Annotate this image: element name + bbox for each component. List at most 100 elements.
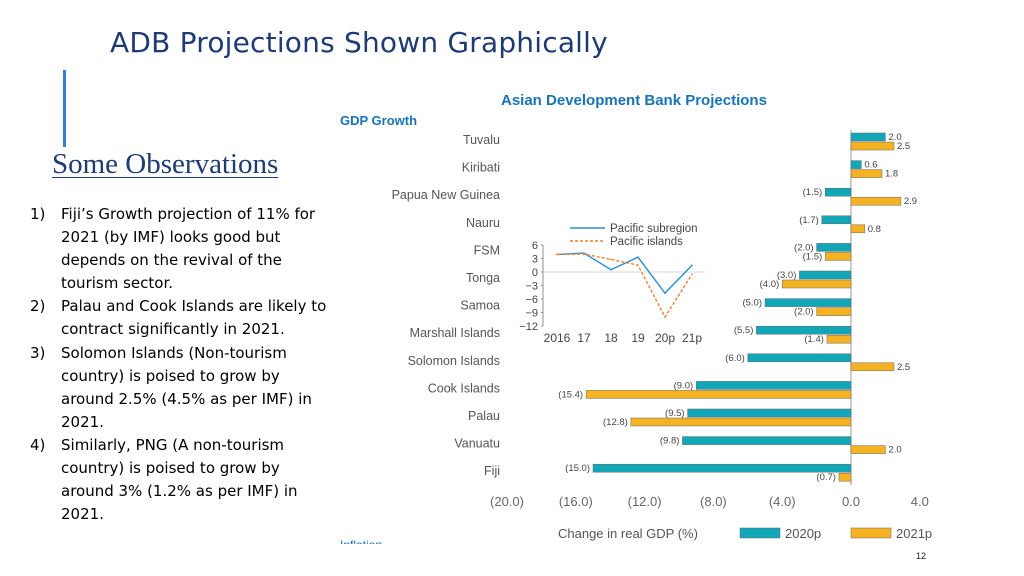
- bar-2020p: [687, 408, 852, 418]
- bar-value-label: (6.0): [725, 353, 745, 364]
- observation-number: 2): [30, 297, 46, 316]
- bar-value-label: 2.0: [888, 445, 901, 456]
- bar-2021p: [781, 279, 852, 289]
- inset-point: [610, 268, 612, 271]
- inset-x-tick-label: 18: [604, 331, 618, 345]
- bar-2021p: [585, 390, 852, 399]
- category-label: Tuvalu: [463, 133, 500, 147]
- bar-2020p: [764, 298, 852, 307]
- bar-2020p: [799, 270, 852, 280]
- category-label: Tonga: [466, 271, 500, 285]
- bar-value-label: (9.8): [660, 436, 680, 447]
- chart-svg: Asian Development Bank Projections GDP Gr…: [340, 92, 932, 541]
- inset-point: [691, 264, 693, 267]
- inset-point: [691, 273, 693, 276]
- bar-value-label: (1.7): [799, 215, 819, 226]
- x-tick-label: (4.0): [769, 494, 796, 509]
- bar-2020p: [816, 243, 852, 252]
- bar-value-label: (1.5): [803, 251, 823, 262]
- inset-point: [556, 253, 558, 256]
- category-label: Nauru: [466, 216, 500, 230]
- category-label: Vanuatu: [454, 437, 500, 451]
- bar-value-label: (3.0): [777, 270, 797, 281]
- inset-point: [637, 264, 639, 267]
- bar-2021p: [850, 141, 895, 151]
- inset-point: [637, 256, 639, 258]
- bar-value-label: (0.7): [816, 472, 836, 483]
- bar-value-label: (15.4): [558, 389, 583, 400]
- bar-2021p: [850, 224, 866, 234]
- bar-value-label: (2.0): [794, 242, 814, 253]
- bar-value-label: 2.0: [888, 132, 901, 143]
- bar-2020p: [850, 132, 886, 142]
- observations-list: 1) Fiji’s Growth projection of 11% for 20…: [30, 203, 335, 526]
- inset-y-tick-label: 3: [532, 254, 538, 266]
- bar-value-label: 2.5: [897, 141, 910, 152]
- legend-label-2020p: 2020p: [785, 526, 821, 541]
- inset-y-tick-label: 0: [532, 267, 538, 279]
- bar-value-label: (9.0): [674, 380, 694, 391]
- inset-y-tick-label: −12: [519, 321, 538, 333]
- bar-value-label: (15.0): [565, 463, 590, 474]
- inset-x-tick-label: 2016: [544, 331, 571, 345]
- observation-item: 3) Solomon Islands (Non-tourism country) …: [30, 342, 335, 434]
- x-tick-label: 0.0: [842, 494, 860, 509]
- inset-y-tick-label: 6: [532, 240, 538, 252]
- bar-2021p: [850, 362, 895, 372]
- observation-item: 4) Similarly, PNG (A non-tourism country)…: [30, 434, 335, 526]
- category-label: Kiribati: [462, 161, 500, 175]
- inset-y-tick-label: −6: [525, 294, 538, 306]
- bar-value-label: (9.5): [665, 408, 685, 419]
- inset-point: [664, 292, 666, 294]
- bar-2020p: [747, 353, 852, 363]
- bar-value-label: 0.6: [864, 160, 877, 171]
- inset-line-pacific-subregion: [556, 252, 693, 295]
- bar-2021p: [838, 472, 852, 482]
- bar-2021p: [850, 196, 902, 206]
- category-label: Solomon Islands: [408, 354, 500, 368]
- observation-text: Fiji’s Growth projection of 11% for 2021…: [61, 205, 316, 293]
- inset-point: [664, 316, 666, 318]
- inset-point: [583, 253, 585, 255]
- inset-line-pacific-islands: [556, 253, 693, 319]
- bar-2020p: [821, 215, 852, 225]
- observation-text: Palau and Cook Islands are likely to con…: [61, 297, 327, 339]
- inset-x-tick-label: 19: [631, 331, 645, 345]
- chart-title: Asian Development Bank Projections: [501, 92, 767, 109]
- inset-y-tick-label: −9: [525, 308, 538, 320]
- observation-text: Similarly, PNG (A non-tourism country) i…: [61, 435, 298, 524]
- legend-swatch-2021p: [850, 527, 892, 539]
- accent-divider: [63, 70, 66, 147]
- bar-value-label: (4.0): [760, 279, 780, 290]
- bar-2020p: [824, 187, 852, 197]
- x-tick-label: (16.0): [559, 494, 593, 509]
- bar-value-label: (2.0): [794, 307, 814, 318]
- inset-legend-label: Pacific islands: [610, 236, 683, 248]
- x-axis-label: Change in real GDP (%): [558, 526, 698, 541]
- bar-2020p: [592, 463, 852, 473]
- inflation-heading-cutoff: Inflation: [340, 538, 382, 544]
- bar-2021p: [630, 417, 852, 427]
- inset-x-tick-label: 17: [577, 331, 591, 345]
- category-label: Papua New Guinea: [392, 188, 500, 202]
- observations-title: Some Observations: [52, 148, 279, 180]
- x-tick-label: 4.0: [911, 494, 929, 509]
- bar-value-label: 2.9: [904, 196, 917, 207]
- legend-label-2021p: 2021p: [896, 526, 932, 541]
- adb-projections-chart: Asian Development Bank Projections GDP Gr…: [330, 82, 950, 544]
- bar-2021p: [816, 307, 852, 316]
- bar-2021p: [850, 445, 886, 454]
- slide-title: ADB Projections Shown Graphically: [110, 26, 608, 59]
- bar-value-label: 1.8: [885, 169, 898, 180]
- observation-item: 2) Palau and Cook Islands are likely to c…: [30, 295, 335, 341]
- x-tick-label: (8.0): [700, 494, 727, 509]
- observation-text: Solomon Islands (Non-tourism country) is…: [61, 343, 312, 431]
- x-tick-label: (12.0): [628, 494, 662, 509]
- observation-number: 3): [30, 343, 46, 362]
- x-tick-label: (20.0): [490, 494, 524, 509]
- category-label: Fiji: [484, 464, 500, 478]
- inset-legend-label: Pacific subregion: [610, 223, 698, 235]
- inset-x-tick-label: 20p: [655, 331, 675, 345]
- bar-2020p: [850, 160, 862, 169]
- bar-2020p: [756, 325, 852, 335]
